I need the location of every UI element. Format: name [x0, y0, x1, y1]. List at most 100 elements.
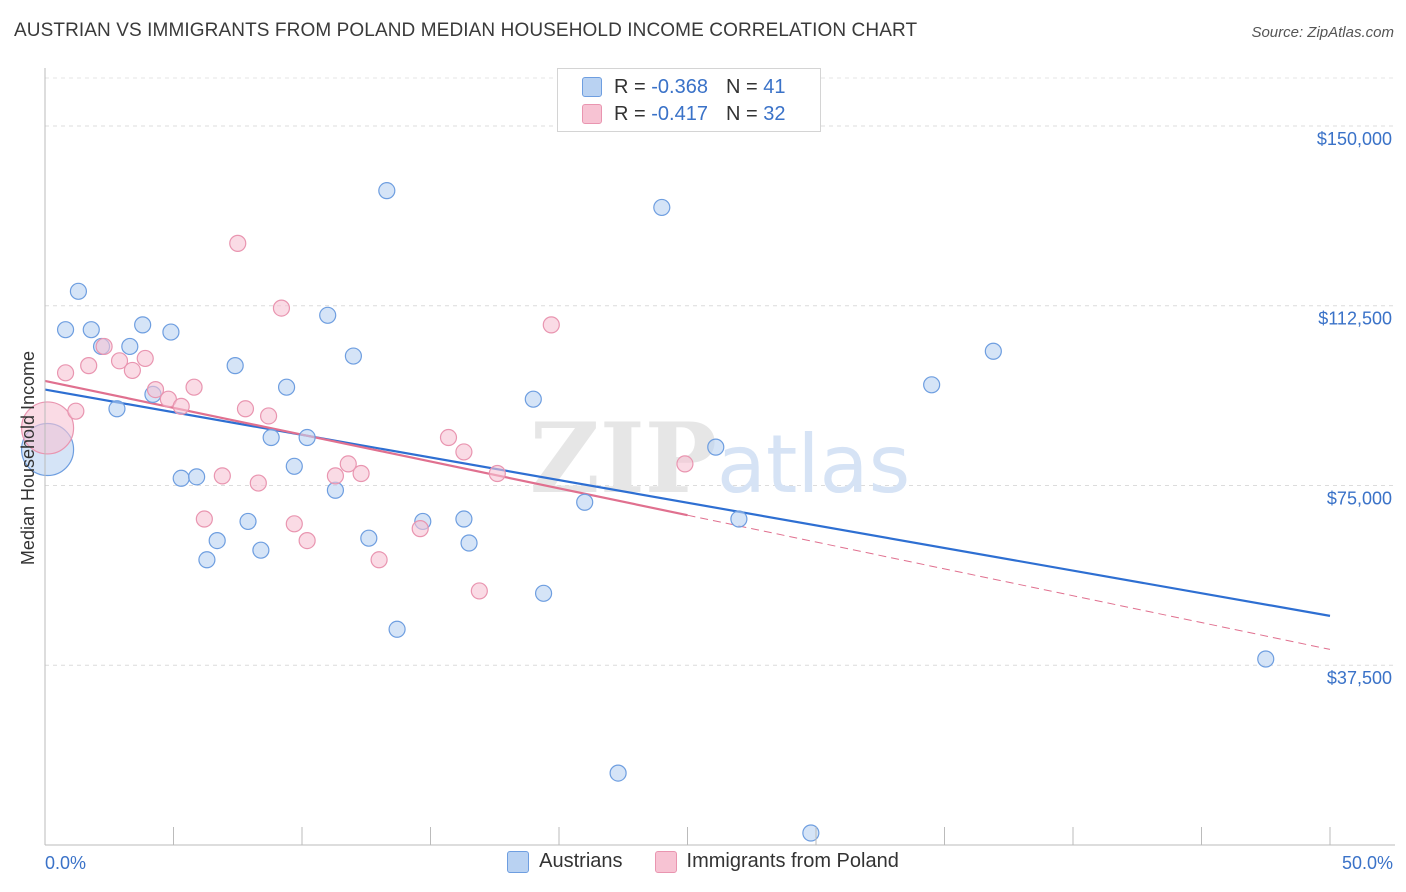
- austrian-point: [108, 400, 126, 418]
- poland-point: [439, 428, 458, 447]
- r-value: -0.417: [651, 102, 708, 125]
- poland-point: [229, 234, 247, 252]
- y-tick-label: $150,000: [1317, 129, 1392, 149]
- austrian-point: [319, 306, 337, 324]
- austrian-point: [252, 541, 270, 559]
- austrian-point: [188, 468, 206, 486]
- x-tick-label: 50.0%: [1342, 853, 1393, 873]
- poland-point: [488, 464, 506, 483]
- austrian-point: [609, 764, 627, 782]
- chart-title: AUSTRIAN VS IMMIGRANTS FROM POLAND MEDIA…: [14, 20, 918, 41]
- poland-point: [20, 401, 75, 455]
- legend-label-poland: Immigrants from Poland: [686, 850, 899, 872]
- y-tick-label: $112,500: [1318, 309, 1392, 329]
- austrian-point: [1257, 650, 1275, 668]
- y-axis-label: Median Household Income: [18, 351, 38, 565]
- poland-point: [411, 520, 429, 538]
- austrian-point: [378, 182, 396, 200]
- austrian-point: [82, 321, 100, 339]
- austrian-point: [208, 531, 226, 550]
- r-label: R =: [614, 75, 646, 98]
- austrian-point: [69, 282, 88, 300]
- r-label: R =: [614, 102, 646, 125]
- austrian-point: [455, 510, 473, 528]
- poland-point: [470, 582, 488, 600]
- austrians-trend-line: [44, 388, 1331, 617]
- austrian-point: [984, 342, 1002, 360]
- poland-point: [146, 380, 165, 399]
- poland-point: [110, 352, 129, 370]
- stats-row-austrians: R = -0.368 N = 41: [582, 74, 785, 100]
- legend-label-austrians: Austrians: [539, 850, 623, 872]
- poland-point: [298, 531, 316, 550]
- austrian-point: [298, 428, 316, 447]
- poland-point: [285, 515, 303, 533]
- stats-legend: R = -0.368 N = 41 R = -0.417 N = 32: [557, 68, 821, 132]
- grid-layer: [45, 77, 1395, 666]
- n-value: 32: [763, 102, 786, 125]
- n-label: N =: [725, 102, 758, 125]
- poland-point: [339, 455, 357, 473]
- stats-row-poland: R = -0.417 N = 32: [582, 101, 785, 127]
- y-tick-label: $37,500: [1327, 668, 1392, 688]
- austrian-point: [534, 584, 553, 602]
- austrian-point: [277, 378, 296, 396]
- series-legend: Austrians Immigrants from Poland: [0, 850, 1406, 873]
- poland-point: [542, 316, 560, 334]
- austrian-point: [262, 428, 280, 447]
- austrian-point: [707, 438, 725, 456]
- poland-point: [272, 299, 291, 317]
- points-layer: [20, 182, 1275, 842]
- poland-trend-extension: [687, 514, 1331, 650]
- poland-point: [159, 390, 177, 408]
- austrian-point: [172, 469, 190, 487]
- poland-point: [676, 455, 694, 473]
- n-value: 41: [763, 75, 786, 98]
- austrian-point: [653, 198, 671, 217]
- austrian-point: [226, 357, 244, 375]
- poland-point: [326, 467, 345, 485]
- poland-point: [213, 467, 231, 485]
- y-tick-label: $75,000: [1327, 488, 1392, 508]
- poland-swatch: [582, 104, 602, 124]
- austrian-point: [524, 390, 542, 408]
- austrian-point: [162, 323, 180, 341]
- poland-point: [172, 397, 190, 415]
- austrian-point: [198, 551, 216, 569]
- austrian-point: [121, 337, 139, 356]
- poland-point: [185, 378, 203, 396]
- poland-swatch: [654, 850, 677, 873]
- austrian-point: [802, 824, 820, 842]
- n-label: N =: [725, 75, 758, 98]
- legend-item-poland[interactable]: Immigrants from Poland: [654, 850, 899, 873]
- poland-point: [236, 400, 255, 418]
- austrian-point: [923, 376, 941, 394]
- poland-point: [136, 349, 154, 368]
- austrian-point: [239, 512, 257, 531]
- austrian-point: [285, 457, 303, 475]
- austrians-swatch: [582, 77, 602, 97]
- legend-item-austrians[interactable]: Austrians: [507, 850, 623, 873]
- poland-point: [80, 357, 98, 375]
- austrian-point: [134, 316, 152, 334]
- austrians-swatch: [507, 850, 530, 873]
- poland-point: [56, 364, 75, 382]
- austrian-point: [56, 321, 75, 339]
- poland-point: [67, 402, 85, 420]
- r-value: -0.368: [651, 75, 708, 98]
- poland-trend-line: [44, 379, 688, 517]
- austrian-point: [460, 534, 478, 552]
- austrian-point: [576, 493, 594, 511]
- chart-source: Source: ZipAtlas.com: [1251, 24, 1394, 41]
- austrian-point: [388, 620, 406, 638]
- austrian-point: [360, 529, 378, 547]
- x-tick-label: 0.0%: [45, 853, 86, 873]
- poland-point: [95, 337, 113, 356]
- austrian-point: [326, 481, 345, 499]
- axis-layer: $37,500 $75,000 $112,500 $150,000 0.0% 50.0%: [44, 68, 1395, 873]
- poland-point: [123, 361, 141, 380]
- trend-layer: [44, 379, 1331, 650]
- poland-point: [370, 551, 388, 569]
- poland-point: [195, 510, 213, 528]
